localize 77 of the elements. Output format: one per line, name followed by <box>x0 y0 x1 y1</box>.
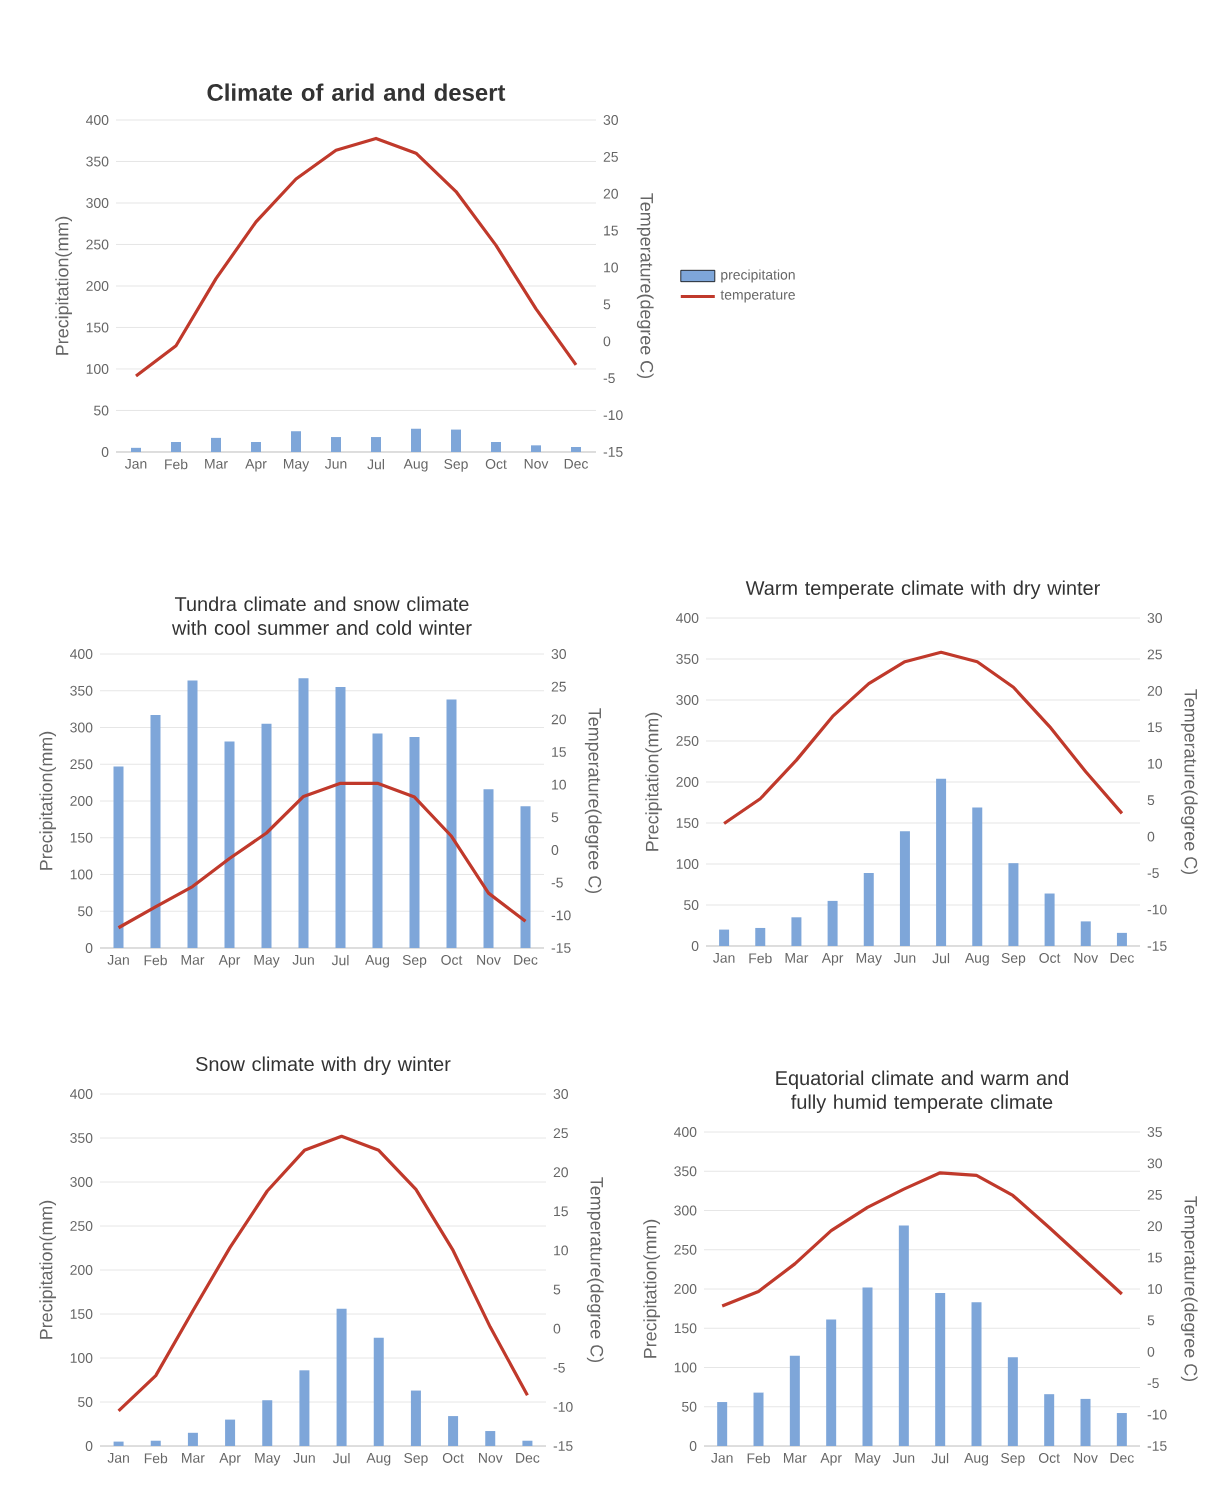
chart-title: Snow climate with dry winter <box>196 1056 451 1075</box>
bar <box>485 1431 496 1446</box>
bar <box>291 431 301 452</box>
bar <box>971 1302 982 1446</box>
y2-axis-title: Temperature(degree C) <box>586 1177 604 1363</box>
bar <box>972 807 983 946</box>
bar <box>1008 863 1019 946</box>
bar <box>791 917 802 946</box>
bar <box>899 831 910 946</box>
bar <box>150 1440 161 1446</box>
bar <box>171 442 181 452</box>
bar <box>935 1292 946 1446</box>
line-series <box>134 136 578 378</box>
y-axis-title: Precipitation(mm) <box>55 216 72 355</box>
bar <box>335 687 346 948</box>
bar <box>262 1400 273 1446</box>
bar <box>410 1390 421 1446</box>
chart-title: Warm temperate climate with dry winter <box>745 580 1100 599</box>
bar <box>261 723 272 948</box>
bar <box>372 733 383 948</box>
bar <box>862 1287 873 1446</box>
y-axis-title: Precipitation(mm) <box>643 1219 661 1358</box>
bar <box>1044 1394 1055 1446</box>
line-series <box>720 1171 1124 1308</box>
bar <box>520 806 531 948</box>
bar <box>753 1392 764 1446</box>
bar <box>755 927 766 946</box>
chart-title: Equatorial climate and warm and fully humid temperate climate <box>776 1070 1068 1113</box>
bar <box>1116 1413 1127 1446</box>
y2-axis-title: Temperature(degree C) <box>636 193 654 379</box>
bar <box>331 437 341 452</box>
bar <box>187 1432 198 1446</box>
bar <box>411 428 421 452</box>
line-series <box>116 781 528 930</box>
y-axis-title: Precipitation(mm) <box>39 731 56 870</box>
bar <box>451 429 461 452</box>
bar <box>863 873 874 946</box>
chart-title: Climate of arid and desert <box>207 83 506 101</box>
bar <box>150 715 161 948</box>
bar <box>719 929 730 946</box>
y2-axis-title: Temperature(degree C) <box>584 708 602 894</box>
y-axis-title: Precipitation(mm) <box>39 1200 56 1339</box>
chart-title: Tundra climate and snow climate with cool summer and cold winter <box>171 596 472 635</box>
bar <box>409 737 420 948</box>
bar <box>336 1308 347 1446</box>
bar <box>224 741 235 948</box>
bar <box>491 442 501 452</box>
y2-axis-title: Temperature(degree C) <box>1180 689 1198 875</box>
bar <box>1044 893 1055 946</box>
bar <box>298 678 309 948</box>
bar <box>789 1355 800 1446</box>
line-series <box>116 1134 530 1413</box>
bar <box>1116 932 1127 946</box>
bar <box>373 1337 384 1446</box>
bar <box>717 1402 728 1446</box>
line-series <box>722 650 1124 826</box>
bar <box>211 437 221 452</box>
bar <box>1080 1398 1091 1446</box>
bar <box>827 900 838 946</box>
bar <box>898 1225 909 1446</box>
bar <box>483 789 494 948</box>
bar <box>531 445 541 452</box>
bar <box>1007 1357 1018 1446</box>
y2-axis-title: Temperature(degree C) <box>1180 1196 1198 1382</box>
bar <box>826 1319 837 1446</box>
bar <box>1080 921 1091 946</box>
bar <box>371 437 381 452</box>
bar <box>187 680 198 948</box>
bar <box>113 766 124 948</box>
bar <box>225 1419 236 1446</box>
y-axis-title: Precipitation(mm) <box>645 712 663 851</box>
bar <box>936 778 947 946</box>
bar <box>448 1416 459 1446</box>
bar <box>446 699 457 948</box>
bar <box>299 1370 310 1446</box>
bar <box>251 442 261 452</box>
bar <box>522 1440 533 1446</box>
